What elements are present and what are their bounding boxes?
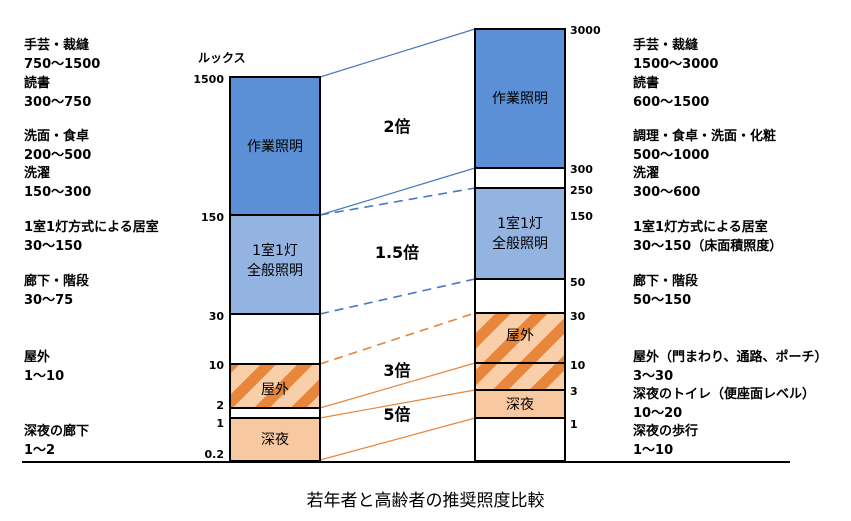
elderly-tick: 3000 [570, 24, 601, 37]
young-label-night: 深夜の廊下 1〜2 [24, 424, 90, 458]
diagram-caption: 若年者と高齢者の推奨照度比較 [306, 491, 545, 511]
elderly-general-text-2: 全般照明 [492, 235, 548, 252]
young-empty-box [229, 313, 321, 365]
elderly-general-text-1: 1室1灯 [497, 215, 543, 232]
elderly-label-cooking: 調理・食卓・洗面・化粧 500〜1000 [633, 129, 777, 163]
young-tick: 150 [201, 211, 224, 224]
elderly-tick: 150 [570, 210, 593, 223]
young-general-text-1: 1室1灯 [252, 242, 298, 259]
connector-work-bottom [319, 167, 476, 216]
elderly-gap-box [474, 167, 566, 189]
young-column: 作業照明 1室1灯 全般照明 屋外 深夜 ルックス 1500 150 30 10… [193, 51, 321, 462]
young-tick: 2 [216, 399, 224, 412]
young-work-box [229, 76, 321, 216]
young-outdoor-text: 屋外 [261, 382, 289, 398]
elderly-empty-box [474, 278, 566, 314]
elderly-tick: 1 [570, 418, 578, 431]
elderly-label-toilet: 深夜のトイレ（便座面レベル） 10〜20 [633, 387, 816, 421]
young-night-box [229, 417, 321, 462]
ratio-outdoor: 3倍 [383, 361, 410, 380]
connector-night-bottom [319, 417, 476, 461]
connector-night-top [319, 389, 476, 419]
elderly-night-text: 深夜 [506, 397, 534, 413]
elderly-label-sewing: 手芸・裁縫 1500〜3000 [633, 38, 719, 72]
elderly-label-night-walk: 深夜の歩行 1〜10 [633, 424, 699, 458]
connector-work-top [319, 28, 476, 78]
elderly-column: 作業照明 1室1灯 全般照明 屋外 深夜 3000 300 250 150 50… [474, 24, 601, 462]
elderly-label-outdoor: 屋外（門まわり、通路、ポーチ） 3〜30 [633, 350, 828, 384]
young-tick: 10 [209, 359, 225, 372]
elderly-outdoor-text: 屋外 [506, 328, 534, 344]
young-label-outdoor: 屋外 1〜10 [24, 350, 65, 384]
ratio-general: 1.5倍 [375, 243, 419, 262]
young-tick: 1500 [193, 73, 224, 86]
young-label-laundry: 洗濯 150〜300 [24, 166, 92, 200]
elderly-tick: 300 [570, 163, 593, 176]
elderly-label-room: 1室1灯方式による居室 30〜150（床面積照度） [633, 220, 783, 254]
elderly-general-box [474, 187, 566, 280]
elderly-outdoor-box [475, 313, 565, 390]
young-label-reading: 読書 300〜750 [24, 76, 92, 110]
elderly-label-hallway: 廊下・階段 50〜150 [633, 274, 699, 308]
unit-label: ルックス [198, 51, 246, 65]
elderly-tick: 250 [570, 184, 593, 197]
young-general-text-2: 全般照明 [247, 262, 303, 279]
elderly-work-box [474, 28, 566, 169]
young-gap-box [229, 407, 321, 419]
young-label-hallway: 廊下・階段 30〜75 [24, 274, 90, 308]
elderly-tick: 50 [570, 276, 586, 289]
connector-general-bottom [319, 278, 476, 315]
young-work-text: 作業照明 [247, 139, 303, 155]
ratio-work: 2倍 [383, 117, 410, 136]
connector-outdoor-top [319, 312, 476, 365]
young-label-sewing: 手芸・裁縫 750〜1500 [24, 38, 101, 72]
elderly-label-laundry: 洗濯 300〜600 [633, 166, 701, 200]
young-general-box [229, 214, 321, 315]
young-tick: 0.2 [205, 448, 225, 461]
elderly-tick: 3 [570, 385, 578, 398]
connector-general-top [319, 187, 476, 216]
elderly-bottom-box [474, 417, 566, 462]
young-outdoor-box [230, 364, 320, 408]
young-label-room: 1室1灯方式による居室 30〜150 [24, 220, 159, 254]
elderly-work-text: 作業照明 [492, 91, 548, 107]
elderly-tick: 10 [570, 359, 586, 372]
young-tick: 1 [216, 417, 224, 430]
young-label-washbasin: 洗面・食卓 200〜500 [24, 129, 92, 163]
elderly-label-reading: 読書 600〜1500 [633, 76, 710, 110]
elderly-night-box [474, 389, 566, 419]
young-tick: 30 [209, 310, 225, 323]
young-night-text: 深夜 [261, 432, 289, 448]
elderly-tick: 30 [570, 310, 586, 323]
connector-outdoor-bottom [319, 362, 476, 409]
ratio-night: 5倍 [383, 405, 410, 424]
